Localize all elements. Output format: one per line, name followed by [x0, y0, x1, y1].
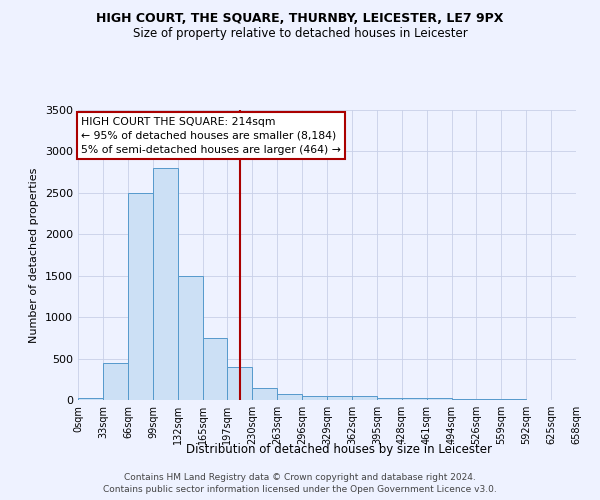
Bar	[302, 396, 327, 400]
Text: Distribution of detached houses by size in Leicester: Distribution of detached houses by size …	[186, 442, 492, 456]
Bar	[402, 398, 427, 400]
Bar	[103, 362, 128, 400]
Bar	[153, 168, 178, 400]
Bar	[377, 398, 402, 400]
Bar	[501, 399, 526, 400]
Y-axis label: Number of detached properties: Number of detached properties	[29, 168, 40, 342]
Text: Size of property relative to detached houses in Leicester: Size of property relative to detached ho…	[133, 28, 467, 40]
Bar	[452, 399, 476, 400]
Text: Contains public sector information licensed under the Open Government Licence v3: Contains public sector information licen…	[103, 485, 497, 494]
Text: Contains HM Land Registry data © Crown copyright and database right 2024.: Contains HM Land Registry data © Crown c…	[124, 472, 476, 482]
Bar	[427, 398, 452, 400]
Text: HIGH COURT THE SQUARE: 214sqm
← 95% of detached houses are smaller (8,184)
5% of: HIGH COURT THE SQUARE: 214sqm ← 95% of d…	[81, 116, 341, 154]
Bar	[78, 398, 103, 400]
Bar	[277, 394, 302, 400]
Bar	[352, 396, 377, 400]
Bar	[203, 338, 227, 400]
Bar	[178, 276, 203, 400]
Bar	[252, 388, 277, 400]
Bar	[227, 367, 252, 400]
Bar	[476, 399, 501, 400]
Bar	[128, 193, 153, 400]
Bar	[327, 396, 352, 400]
Text: HIGH COURT, THE SQUARE, THURNBY, LEICESTER, LE7 9PX: HIGH COURT, THE SQUARE, THURNBY, LEICEST…	[97, 12, 503, 26]
